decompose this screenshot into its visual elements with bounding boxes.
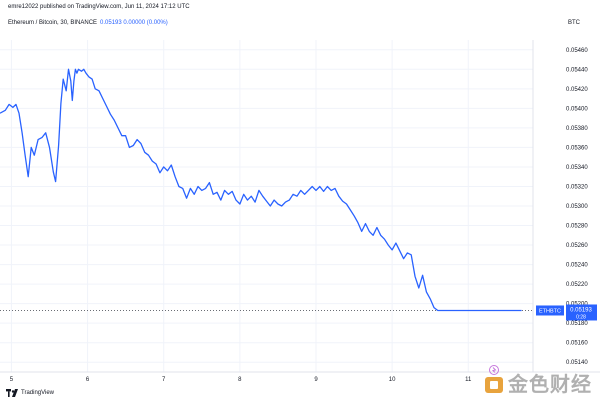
symbol-tag-text: ETHBTC — [539, 308, 561, 314]
axis-labels: 0.05460 0.05440 0.05420 0.05400 0.05380 0.053… — [10, 48, 589, 383]
x-tick-label: 10 — [389, 377, 396, 383]
watermark-text: 金色财经 — [508, 372, 592, 396]
y-tick-label: 0.05460 — [566, 48, 588, 54]
y-tick-label: 0.05440 — [566, 67, 588, 73]
x-tick-label: 6 — [86, 377, 90, 383]
price-tag-value: 0.05193 — [570, 307, 592, 313]
price-tag-countdown: 0:28 — [576, 314, 586, 320]
y-tick-label: 0.05340 — [566, 165, 588, 171]
y-tick-label: 0.05300 — [566, 204, 588, 210]
y-tick-label: 0.05400 — [566, 106, 588, 112]
y-tick-label: 0.05360 — [566, 145, 588, 151]
symbol-quote: 0.05193 0.00000 (0.00%) — [100, 20, 168, 26]
y-tick-label: 0.05420 — [566, 87, 588, 93]
chart-header: emre12022 published on TradingView.com, … — [0, 0, 600, 40]
publish-info: emre12022 published on TradingView.com, … — [8, 4, 190, 10]
symbol-info[interactable]: Ethereum / Bitcoin, 30, BINANCE 0.05193 0… — [8, 20, 168, 26]
symbol-name: Ethereum / Bitcoin, 30, BINANCE — [8, 20, 98, 26]
y-tick-label: 0.05320 — [566, 184, 588, 190]
x-tick-label: 7 — [162, 377, 166, 383]
y-tick-label: 0.05260 — [566, 243, 588, 249]
y-tick-label: 0.05380 — [566, 126, 588, 132]
brand-name: TradingView — [21, 390, 55, 396]
currency-label: BTC — [568, 20, 580, 26]
y-tick-label: 0.05220 — [566, 282, 588, 288]
y-tick-label: 0.05280 — [566, 224, 588, 230]
x-tick-label: 9 — [314, 377, 318, 383]
y-tick-label: 0.05180 — [566, 321, 588, 327]
tradingview-logo-icon — [6, 389, 18, 397]
symbol-tag — [536, 305, 564, 316]
footer: TradingView — [6, 389, 54, 397]
y-tick-label: 0.05160 — [566, 341, 588, 347]
series-line — [0, 68, 522, 312]
coin-logo-icon — [485, 365, 503, 393]
price-tag — [566, 304, 597, 321]
watermark: 金色财经 — [482, 362, 594, 396]
x-tick-label: 5 — [10, 377, 14, 383]
chart-grid — [0, 40, 533, 372]
x-tick-label: 8 — [238, 377, 242, 383]
x-tick-label: 11 — [465, 377, 472, 383]
y-tick-label: 0.05140 — [566, 360, 588, 366]
y-tick-label: 0.05240 — [566, 263, 588, 269]
